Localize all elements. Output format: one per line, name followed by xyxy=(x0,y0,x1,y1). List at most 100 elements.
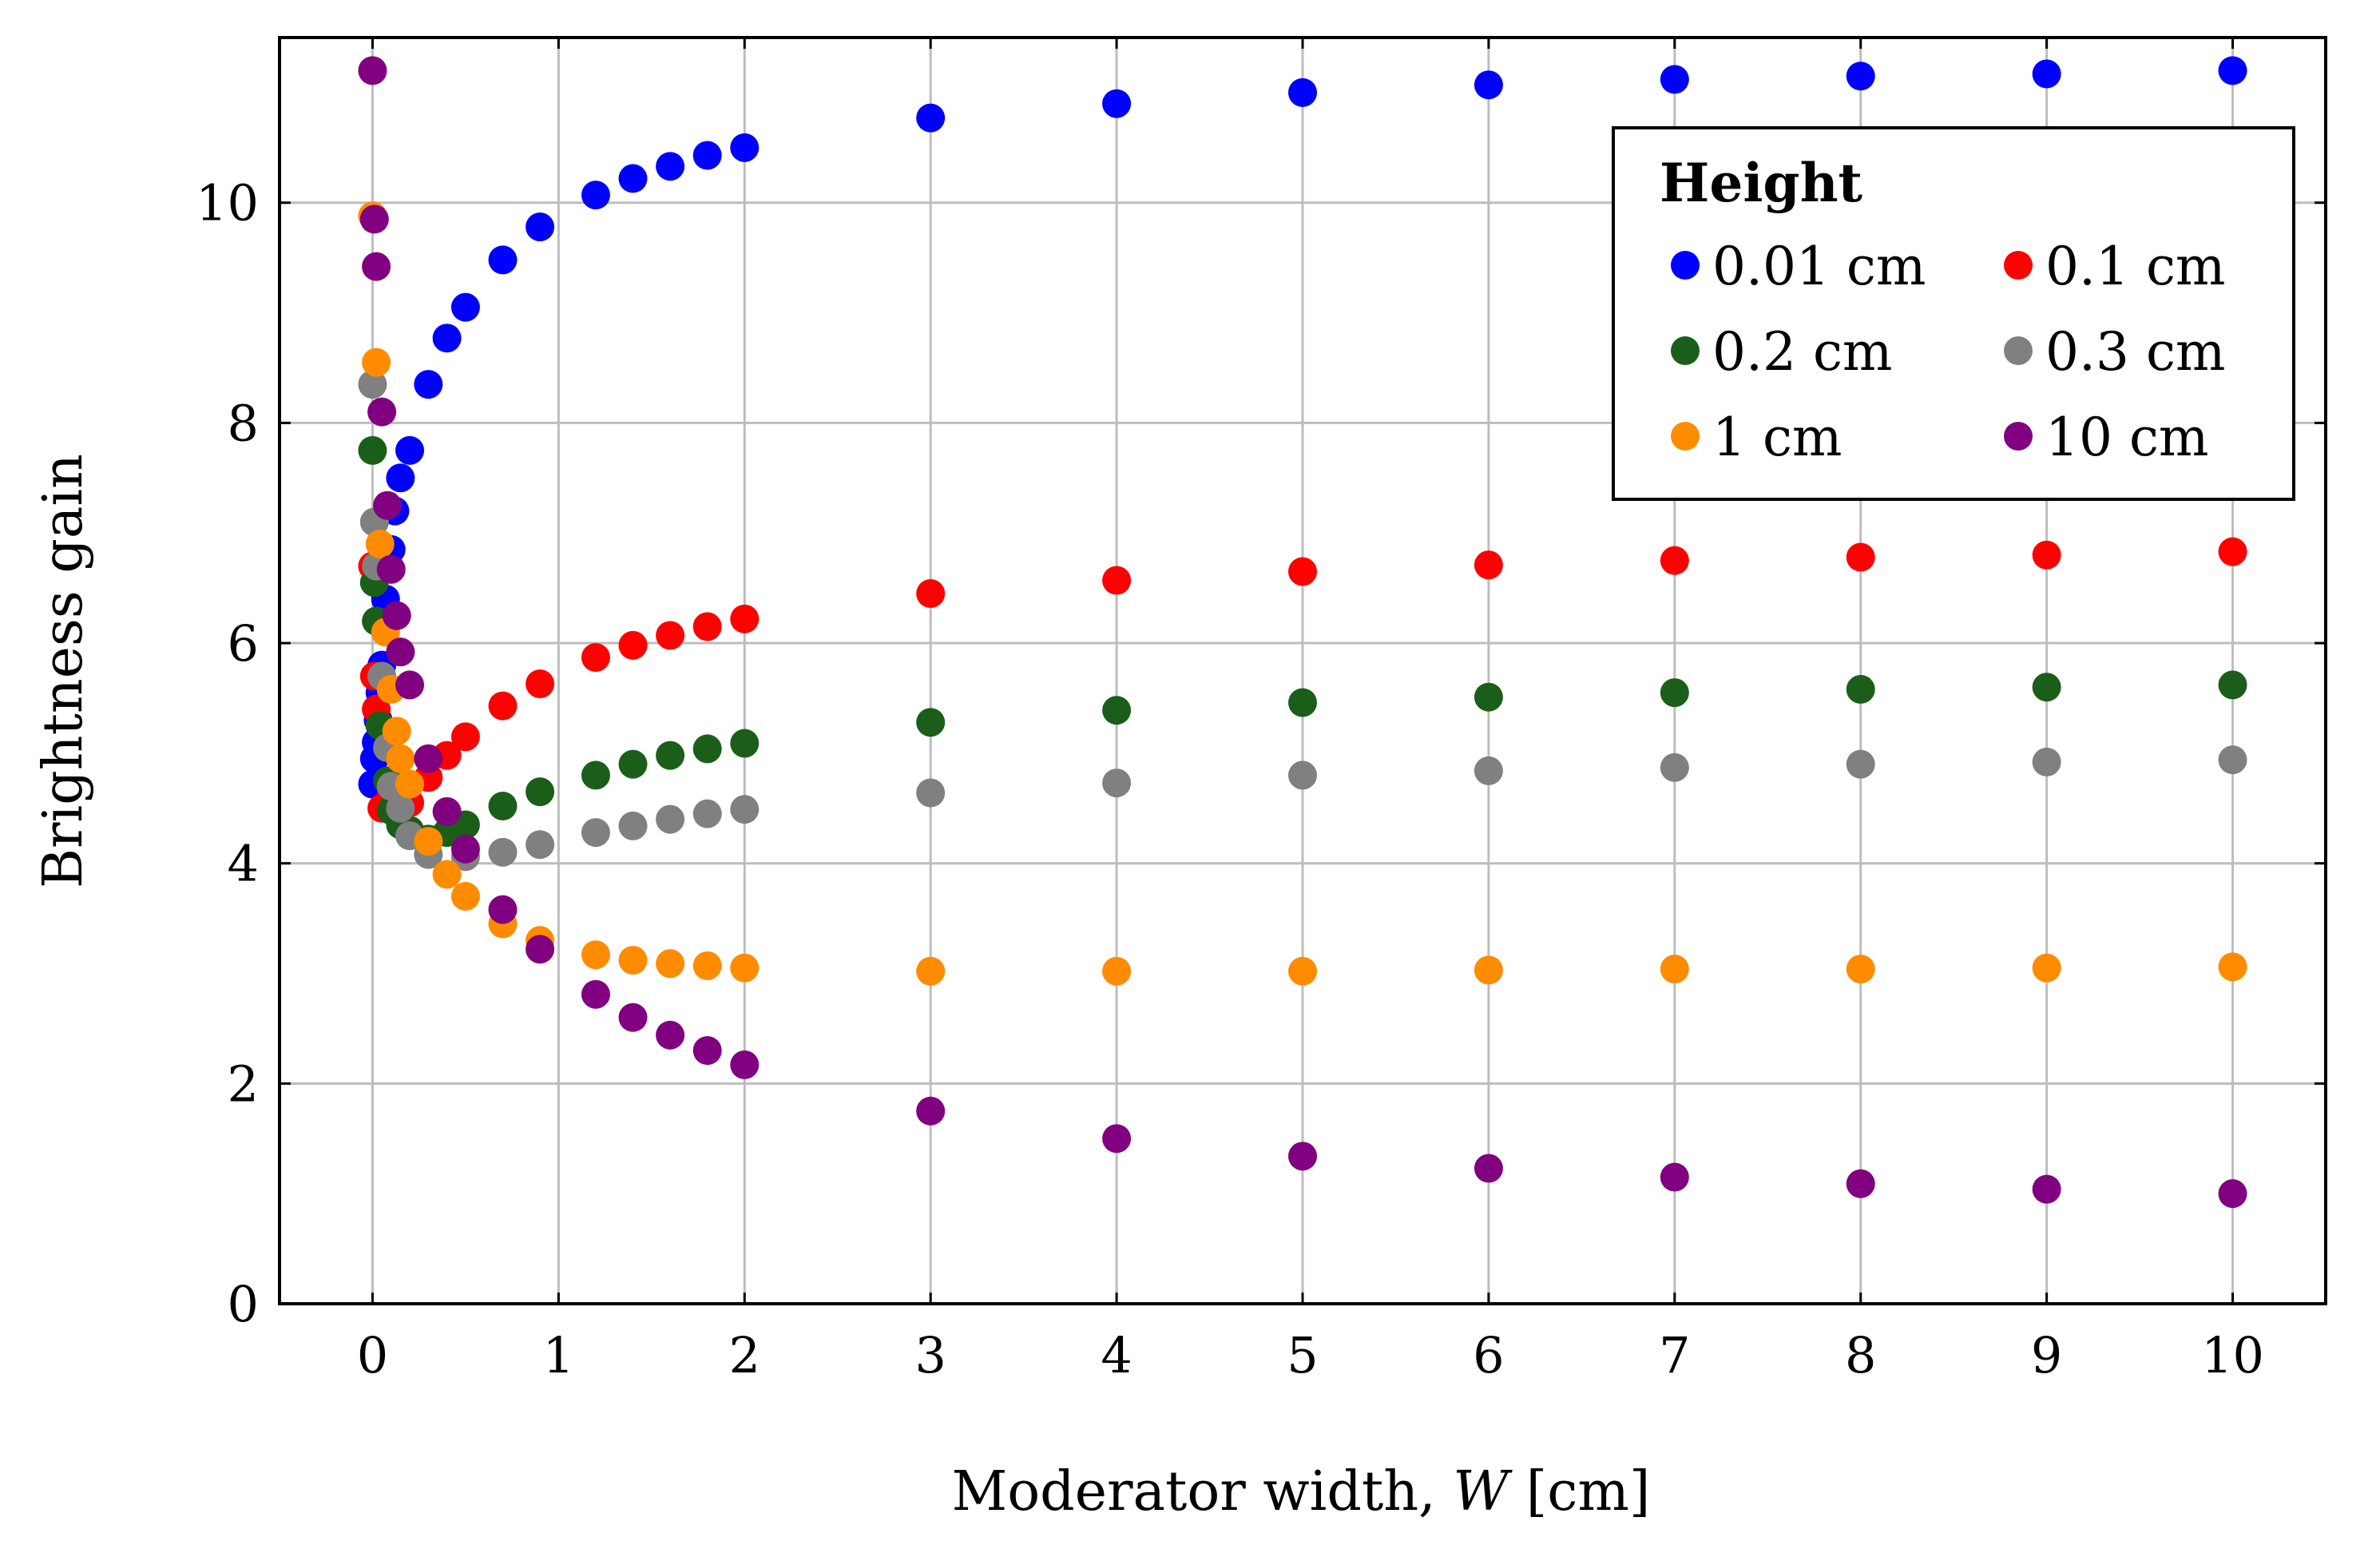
data-point xyxy=(1846,542,1875,572)
data-point xyxy=(730,1050,760,1079)
legend-entry: 0.1 cm xyxy=(2004,236,2226,297)
data-point xyxy=(414,370,443,399)
data-point xyxy=(2032,953,2061,983)
data-point xyxy=(730,133,760,162)
data-point xyxy=(2032,673,2061,702)
y-tick-label: 2 xyxy=(228,1054,259,1113)
data-point xyxy=(386,744,415,773)
data-point xyxy=(526,669,555,699)
data-point xyxy=(581,181,610,210)
x-tick-label: 1 xyxy=(543,1326,574,1384)
x-tick-label: 3 xyxy=(914,1326,946,1384)
data-point xyxy=(1660,1162,1689,1192)
data-point xyxy=(1288,761,1317,790)
data-point xyxy=(1660,678,1689,708)
data-point xyxy=(618,945,648,975)
data-point xyxy=(2218,952,2247,982)
data-point xyxy=(526,777,555,807)
data-point xyxy=(1102,956,1132,986)
legend-box xyxy=(1612,126,2295,501)
data-point xyxy=(692,1036,722,1065)
legend-label: 10 cm xyxy=(2045,407,2209,468)
y-tick-label: 10 xyxy=(196,174,259,232)
data-point xyxy=(1102,769,1132,798)
data-point xyxy=(1660,955,1689,984)
data-point xyxy=(450,834,480,864)
legend-label: 0.3 cm xyxy=(2045,321,2226,383)
data-point xyxy=(1660,546,1689,575)
data-point xyxy=(1846,749,1875,779)
data-point xyxy=(730,604,760,633)
series-0-2-cm xyxy=(358,435,2247,854)
data-point xyxy=(916,778,946,808)
data-point xyxy=(1846,955,1875,984)
x-tick-label: 9 xyxy=(2031,1326,2062,1384)
y-tick-label: 0 xyxy=(228,1275,259,1333)
data-point xyxy=(359,205,389,234)
data-point xyxy=(2218,670,2247,700)
data-point xyxy=(692,951,722,980)
y-tick-label: 6 xyxy=(228,614,259,673)
legend-entry: 0.2 cm xyxy=(1671,321,1893,383)
data-point xyxy=(526,935,555,964)
data-point xyxy=(916,956,946,986)
data-point xyxy=(916,708,946,737)
data-point xyxy=(1288,688,1317,717)
data-point xyxy=(365,530,395,558)
data-point xyxy=(656,949,685,979)
legend-label: 0.2 cm xyxy=(1712,321,1893,383)
data-point xyxy=(414,827,443,856)
data-point xyxy=(382,601,411,630)
data-point xyxy=(692,612,722,641)
y-axis-label: Brightness gain xyxy=(32,454,95,888)
x-axis-label-suffix: [cm] xyxy=(1509,1460,1650,1523)
data-point xyxy=(1288,557,1317,586)
data-point xyxy=(386,793,415,823)
legend-label: 0.1 cm xyxy=(2045,236,2226,297)
x-axis-label-prefix: Moderator width, xyxy=(952,1460,1454,1523)
data-point xyxy=(581,761,610,790)
data-point xyxy=(618,1003,648,1032)
data-point xyxy=(1102,1124,1132,1154)
data-point xyxy=(386,637,415,667)
legend-marker xyxy=(1671,422,1700,451)
data-point xyxy=(358,435,387,465)
legend: Height 0.01 cm 0.1 cm 0.2 cm 0.3 cm 1 cm 10 c… xyxy=(1612,126,2295,501)
data-point xyxy=(395,435,425,465)
data-point xyxy=(450,882,480,912)
x-tick-label: 0 xyxy=(357,1326,388,1384)
data-point xyxy=(432,796,462,826)
data-point xyxy=(2032,59,2061,89)
data-point xyxy=(656,741,685,770)
data-point xyxy=(362,348,391,377)
data-point xyxy=(367,397,397,427)
data-point xyxy=(618,630,648,660)
data-point xyxy=(916,579,946,609)
data-point xyxy=(2218,56,2247,85)
x-axis-label: Moderator width, W [cm] xyxy=(952,1460,1651,1523)
data-point xyxy=(450,292,480,322)
data-point xyxy=(526,212,555,242)
y-tick-label: 4 xyxy=(228,835,259,893)
data-points xyxy=(358,56,2247,1209)
x-tick-label: 5 xyxy=(1287,1326,1318,1384)
data-point xyxy=(618,164,648,193)
data-point xyxy=(656,152,685,181)
data-point xyxy=(526,830,555,860)
data-point xyxy=(373,491,403,520)
x-axis-label-symbol: W xyxy=(1453,1460,1513,1523)
data-point xyxy=(618,749,648,779)
legend-entry: 1 cm xyxy=(1671,407,1843,468)
data-point xyxy=(395,769,425,799)
data-point xyxy=(730,953,760,983)
data-point xyxy=(1102,566,1132,595)
x-axis-ticks: 0 1 2 3 4 5 6 7 8 9 10 xyxy=(357,38,2264,1384)
data-point xyxy=(581,940,610,970)
data-point xyxy=(488,245,518,275)
x-tick-label: 4 xyxy=(1101,1326,1132,1384)
data-point xyxy=(488,691,518,721)
data-point xyxy=(358,56,387,85)
data-point xyxy=(2032,747,2061,776)
data-point xyxy=(2032,540,2061,570)
